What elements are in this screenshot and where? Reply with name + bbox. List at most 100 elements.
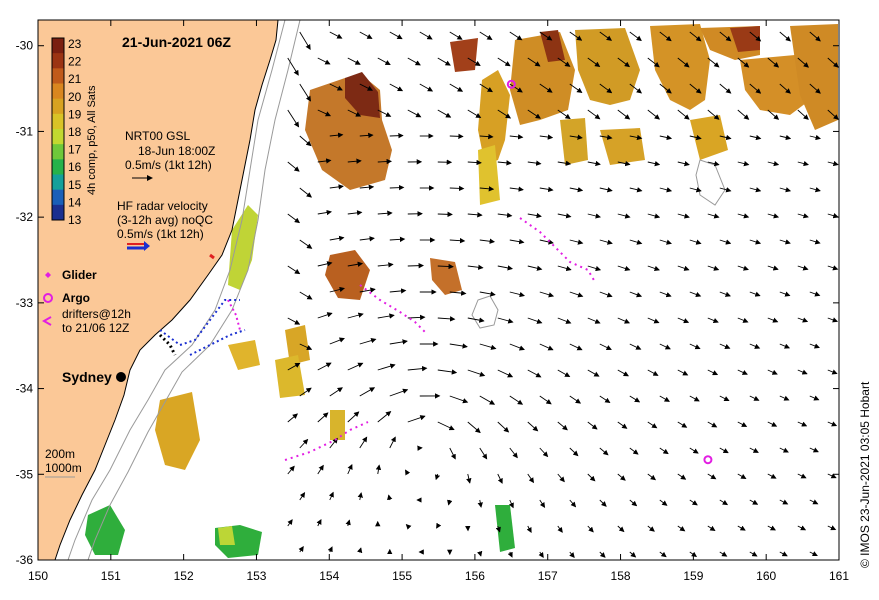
current-vector: [767, 317, 779, 323]
current-vector: [707, 421, 718, 428]
current-vector: [749, 239, 762, 245]
colorbar-frame: [51, 37, 65, 221]
current-vector: [539, 291, 555, 298]
current-vector: [449, 31, 463, 40]
current-vector: [737, 525, 746, 531]
current-vector: [617, 473, 626, 481]
current-vector: [737, 213, 750, 219]
current-vector: [617, 160, 631, 167]
current-vector: [749, 343, 761, 349]
sydney-marker: [116, 372, 126, 382]
current-vector: [299, 135, 312, 147]
sst-patch: [85, 505, 125, 555]
plot-frame: [37, 19, 840, 561]
colorbar-tick-label: 14: [68, 195, 82, 209]
current-vector: [659, 447, 669, 455]
current-vector: [317, 109, 332, 117]
current-vector: [359, 83, 374, 91]
current-vector: [737, 317, 749, 323]
current-vector: [539, 395, 552, 405]
current-vector: [479, 395, 496, 405]
current-vector: [689, 447, 699, 454]
current-vector: [509, 291, 525, 298]
drifter-legend: drifters@12h to 21/06 12Z: [41, 307, 131, 335]
current-vector: [689, 239, 702, 245]
current-vector: [767, 473, 777, 479]
current-vector: [317, 464, 324, 475]
current-vector: [477, 550, 483, 557]
sst-patch: [228, 340, 260, 370]
colorbar-tick-label: 23: [68, 37, 82, 51]
current-vector: [329, 337, 345, 345]
current-vector: [659, 395, 670, 402]
current-vector: [539, 343, 554, 351]
sst-patch: [478, 145, 500, 205]
sst-patch: [430, 258, 462, 295]
current-vector: [719, 83, 732, 94]
colorbar-segment: [52, 204, 64, 221]
current-vector: [599, 343, 612, 350]
current-vector: [827, 57, 839, 68]
x-tick-label: 161: [829, 569, 849, 583]
current-vector: [419, 83, 434, 92]
current-vector: [449, 395, 469, 404]
current-vector: [527, 369, 542, 378]
current-vector: [647, 525, 655, 532]
x-tick-label: 150: [28, 569, 48, 583]
current-vector: [749, 395, 760, 401]
current-vector: [477, 499, 483, 508]
current-vector: [389, 83, 404, 92]
current-vector: [434, 473, 441, 481]
current-vector: [707, 265, 720, 271]
current-vector: [527, 109, 541, 119]
current-vector: [449, 83, 464, 92]
current-vector: [827, 160, 839, 167]
current-vector: [797, 57, 809, 68]
current-vector: [629, 343, 642, 350]
current-vector: [689, 499, 698, 506]
x-tick-label: 156: [465, 569, 485, 583]
current-vector: [437, 109, 452, 118]
current-vector: [377, 109, 392, 117]
current-vector: [287, 161, 300, 172]
current-vector: [677, 109, 690, 120]
current-vector: [707, 473, 717, 480]
current-vector: [617, 213, 631, 219]
current-vector: [809, 291, 821, 297]
current-vector: [497, 160, 512, 166]
current-vector: [539, 447, 549, 458]
current-vector: [737, 473, 747, 479]
current-vector: [587, 525, 594, 533]
current-vector: [659, 499, 668, 506]
current-vector: [467, 159, 482, 166]
current-vector: [527, 160, 542, 166]
sst-patch: [540, 30, 565, 62]
current-vector: [437, 421, 455, 431]
current-vector: [557, 473, 565, 483]
current-vector: [509, 395, 524, 405]
current-vector: [509, 238, 525, 245]
current-vector: [299, 387, 312, 397]
current-vector: [527, 212, 542, 219]
colorbar-segment: [52, 83, 64, 100]
current-vector: [587, 369, 600, 377]
current-vector: [359, 387, 376, 397]
sst-patch: [790, 24, 838, 130]
current-vector: [797, 265, 809, 271]
y-tick-label: -33: [16, 296, 34, 310]
current-vector: [827, 265, 839, 271]
current-vector: [569, 31, 583, 41]
current-vector: [599, 551, 606, 558]
current-vector: [557, 57, 571, 67]
current-vector: [377, 363, 396, 371]
current-vector: [497, 57, 511, 67]
current-vector: [809, 551, 818, 557]
colorbar-tick-label: 18: [68, 125, 82, 139]
current-vector: [467, 369, 486, 377]
current-vector: [419, 31, 433, 40]
x-tick-label: 157: [538, 569, 558, 583]
current-vector: [539, 499, 546, 508]
current-vector: [779, 187, 792, 193]
current-vector: [299, 83, 311, 102]
